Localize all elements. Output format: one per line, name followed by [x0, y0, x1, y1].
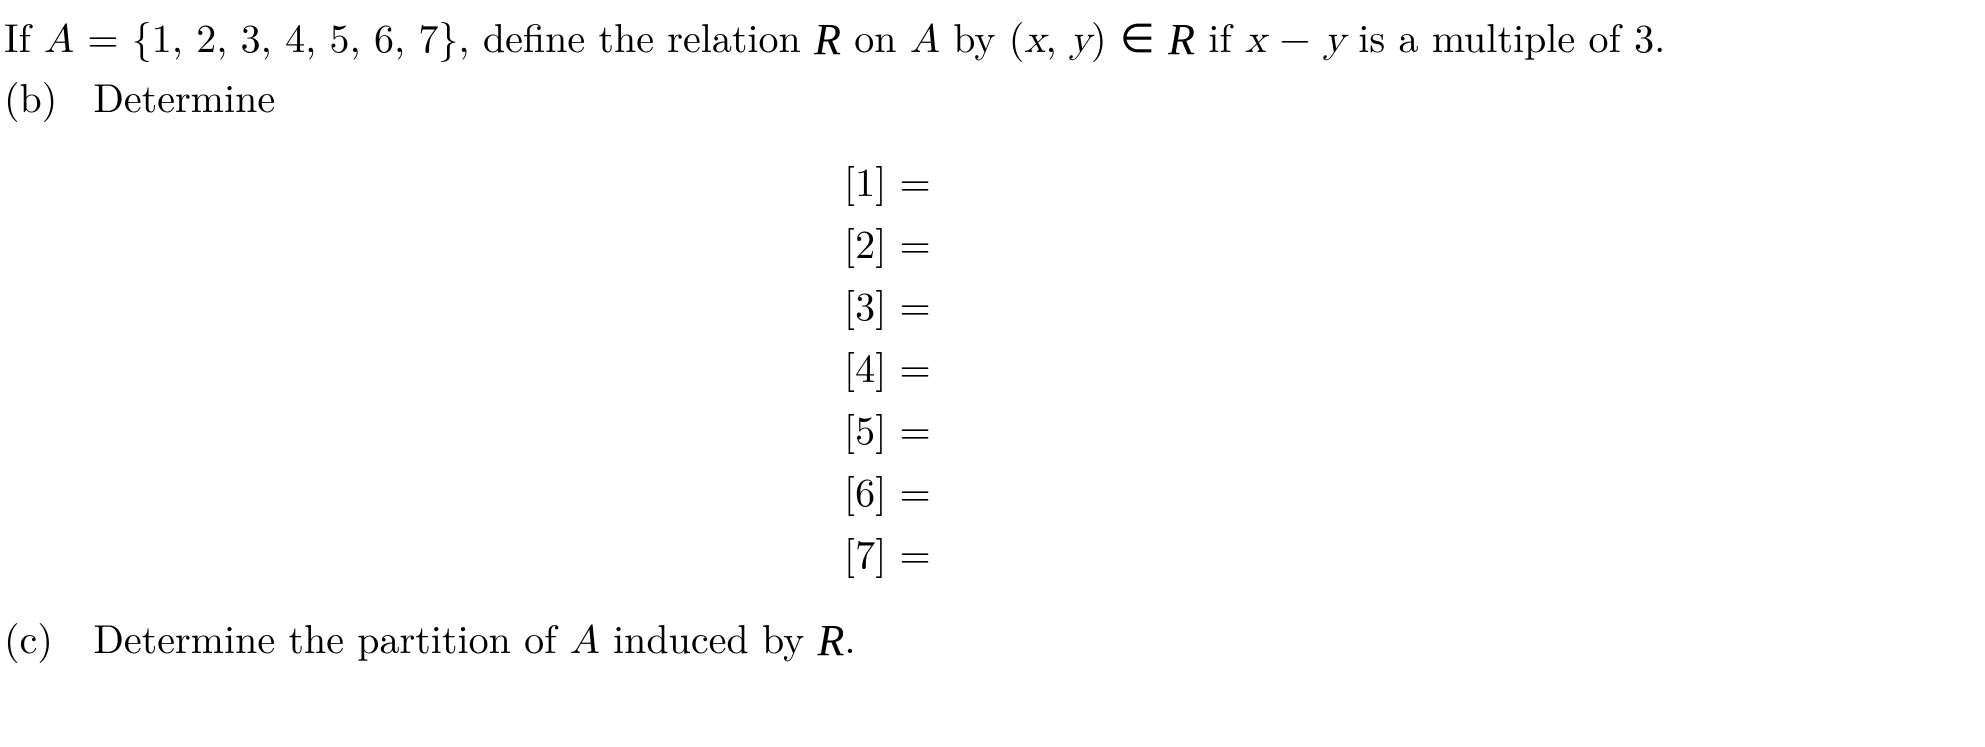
- eq-class-7: [7] =: [844, 525, 1985, 587]
- eq-lhs-2: [2]: [844, 226, 886, 266]
- eq-lhs-6: [6]: [844, 474, 886, 514]
- relation-R: R: [814, 10, 841, 69]
- part-c-line: (c) Determine the partition of A induced…: [4, 609, 1985, 668]
- problem-statement: If A = {1, 2, 3, 4, 5, 6, 7}, define the…: [4, 8, 1985, 67]
- text-if: If: [4, 7, 44, 64]
- var-x: x: [1024, 20, 1045, 60]
- eq-sym-1: =: [886, 164, 930, 204]
- eq-lhs-1: [1]: [844, 164, 886, 204]
- var-A2: A: [910, 20, 940, 60]
- var-y: y: [1070, 20, 1091, 60]
- text-by: by (: [940, 7, 1024, 64]
- eq-class-2: [2] =: [844, 215, 1985, 277]
- eq-class-5: [5] =: [844, 401, 1985, 463]
- text-comma: ,: [1045, 7, 1069, 64]
- part-b-text: Determine: [93, 67, 275, 124]
- text-on: on: [841, 7, 910, 64]
- eq-lhs-3: [3]: [844, 288, 886, 328]
- eq-sym-3: =: [886, 288, 930, 328]
- eq-sym-2: =: [886, 226, 930, 266]
- eq-sym-7: =: [886, 536, 930, 576]
- part-c-R: R: [818, 611, 845, 670]
- var-x2: x: [1245, 20, 1266, 60]
- text-tail: is a multiple of 3.: [1345, 7, 1665, 64]
- eq-lhs-5: [5]: [844, 412, 886, 452]
- eq-lhs-7: [7]: [844, 536, 886, 576]
- eq-class-4: [4] =: [844, 339, 1985, 401]
- part-c-prefix: Determine the partition of: [93, 608, 569, 665]
- part-b-label: (b): [4, 69, 80, 123]
- relation-R2: R: [1168, 10, 1195, 69]
- var-A: A: [44, 20, 74, 60]
- part-c-tail: .: [844, 608, 855, 665]
- text-define: , define the relation: [458, 7, 814, 64]
- var-y2: y: [1324, 20, 1345, 60]
- part-c-A: A: [570, 621, 600, 661]
- text-if2: if: [1195, 7, 1245, 64]
- text-minus: −: [1266, 7, 1324, 64]
- eq-class-6: [6] =: [844, 463, 1985, 525]
- text-eq: =: [74, 7, 132, 64]
- part-c-mid: induced by: [600, 608, 818, 665]
- equivalence-classes-block: [1] = [2] = [3] = [4] = [5] = [6] = [7] …: [844, 153, 1985, 587]
- eq-sym-4: =: [886, 350, 930, 390]
- eq-class-3: [3] =: [844, 277, 1985, 339]
- set-literal: {1, 2, 3, 4, 5, 6, 7}: [132, 7, 459, 64]
- eq-lhs-4: [4]: [844, 350, 886, 390]
- eq-sym-6: =: [886, 474, 930, 514]
- part-c-label: (c): [4, 610, 80, 664]
- part-b-line: (b) Determine: [4, 69, 1985, 123]
- text-in: ) ∈: [1091, 7, 1168, 64]
- eq-class-1: [1] =: [844, 153, 1985, 215]
- eq-sym-5: =: [886, 412, 930, 452]
